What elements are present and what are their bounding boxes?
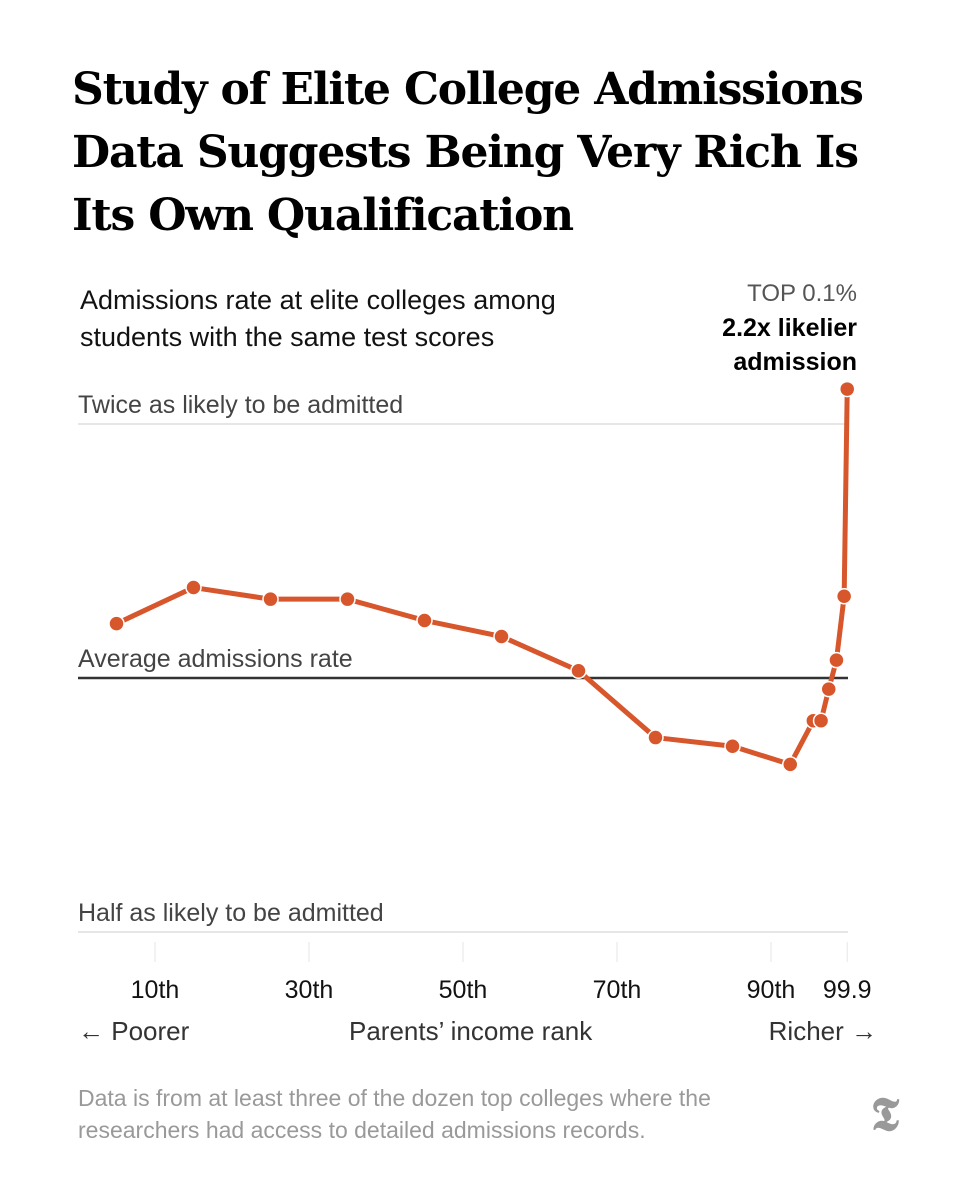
data-point-5	[493, 628, 510, 645]
x-axis-title: Parents’ income rank	[349, 1016, 593, 1046]
series-line	[114, 386, 850, 767]
data-point-11	[812, 712, 830, 729]
line-chart: Twice as likely to be admitted Average ad…	[78, 380, 872, 1004]
top-annotation: TOP 0.1% 2.2x likelier admission	[722, 277, 857, 379]
series-polyline	[114, 386, 850, 767]
series-points	[108, 380, 856, 773]
data-point-4	[416, 612, 433, 629]
x-left-label: ← Poorer	[78, 1016, 190, 1046]
chart-subtitle: Admissions rate at elite colleges among …	[80, 285, 556, 352]
reference-label-1: Average admissions rate	[78, 645, 353, 673]
reference-label-0: Twice as likely to be admitted	[78, 391, 403, 419]
x-tick-label-2: 50th	[439, 976, 488, 1004]
x-axis-ticks: 10th 30th 50th 70th 90th 99.9	[131, 942, 872, 1004]
headline: Study of Elite College Admissions Data S…	[72, 64, 864, 241]
x-tick-label-3: 70th	[593, 976, 642, 1004]
data-point-0	[108, 615, 125, 632]
data-point-13	[828, 651, 845, 669]
x-tick-label-0: 10th	[131, 976, 180, 1004]
annotation-kicker: TOP 0.1%	[747, 280, 857, 307]
data-point-7	[647, 729, 664, 746]
data-point-14	[835, 587, 853, 605]
x-tick-label-4: 90th	[747, 976, 796, 1004]
data-point-12	[820, 680, 837, 698]
x-axis-labels: ← Poorer Parents’ income rank Richer →	[0, 1016, 960, 1052]
footnote: Data is from at least three of the dozen…	[78, 1085, 711, 1143]
data-point-3	[339, 590, 356, 608]
reference-label-2: Half as likely to be admitted	[78, 899, 384, 927]
nyt-logo-icon: 𝕿	[870, 1087, 900, 1141]
data-point-15	[838, 380, 856, 398]
data-point-6	[570, 662, 587, 679]
data-point-9	[782, 756, 799, 773]
annotation-line1: 2.2x likelier	[722, 314, 857, 342]
data-point-2	[262, 590, 279, 608]
annotation-line2: admission	[733, 348, 857, 376]
reference-lines: Twice as likely to be admitted Average ad…	[78, 391, 848, 933]
x-tick-label-5: 99.9	[823, 976, 872, 1004]
data-point-8	[724, 738, 741, 755]
data-point-1	[185, 579, 202, 596]
x-right-label: Richer →	[768, 1016, 877, 1046]
x-tick-label-1: 30th	[285, 976, 334, 1004]
